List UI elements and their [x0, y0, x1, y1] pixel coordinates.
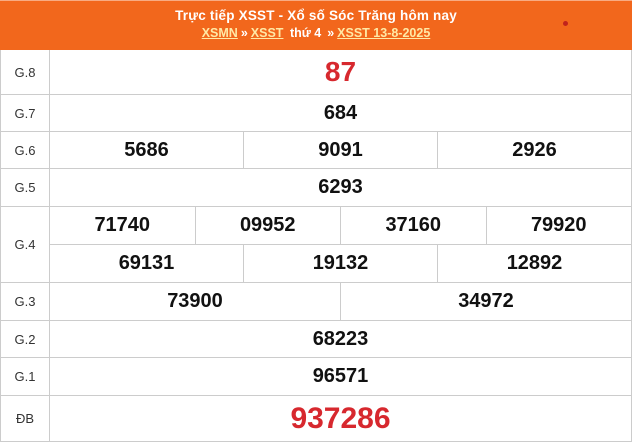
prize-number: 19132	[243, 245, 437, 282]
prize-cell-row: 69131 19132 12892	[50, 244, 631, 282]
prize-row: G.5 6293	[1, 169, 631, 207]
prize-cell-row: 684	[50, 95, 631, 131]
prize-number: 684	[323, 101, 358, 124]
prize-row: G.6 5686 9091 2926	[1, 132, 631, 169]
prize-number: 12892	[437, 245, 631, 282]
prize-cell-row: 937286	[50, 396, 631, 441]
prize-label: G.1	[1, 358, 50, 395]
prize-cell-row: 73900 34972	[50, 283, 631, 320]
prize-number: 73900	[167, 290, 223, 312]
prize-row: G.7 684	[1, 95, 631, 132]
prize-cells: 71740 09952 37160 79920 69131 19132 12892	[50, 207, 631, 282]
breadcrumb-link-xsmn[interactable]: XSMN	[201, 26, 238, 40]
prize-number: 09952	[194, 207, 341, 244]
prize-cell-row: 87	[50, 50, 631, 94]
prize-number: 79920	[485, 207, 632, 244]
prize-label: G.4	[1, 207, 50, 282]
prize-number: 96571	[312, 365, 369, 387]
breadcrumb: XSMN» XSST thứ 4» XSST 13-8-2025	[0, 26, 632, 40]
prize-row: ĐB 937286	[1, 396, 631, 442]
prize-cell-row: 71740 09952 37160 79920	[50, 207, 631, 244]
prize-cells: 68223	[50, 321, 631, 357]
prize-table: G.8 87 G.7 684 G.6 5686 9091 2926 G.5 6293 G.4 7174…	[0, 50, 632, 442]
prize-label: G.3	[1, 283, 50, 320]
prize-label: G.7	[1, 95, 50, 131]
prize-number: 5686	[124, 138, 169, 161]
prize-number: 6293	[318, 176, 363, 198]
prize-row: G.2 68223	[1, 321, 631, 358]
breadcrumb-link-draw-date[interactable]: XSST 13-8-2025	[337, 26, 431, 40]
prize-number: 34972	[340, 283, 631, 320]
prize-cell-row: 68223	[50, 321, 631, 357]
prize-number: 71740	[94, 214, 151, 236]
prize-label: G.2	[1, 321, 50, 357]
prize-cells: 6293	[50, 169, 631, 206]
page-title: Trực tiếp XSST - Xổ số Sóc Trăng hôm nay	[175, 8, 457, 23]
prize-cells: 5686 9091 2926	[50, 132, 631, 168]
prize-number: 937286	[290, 401, 391, 435]
prize-number: 9091	[243, 132, 437, 168]
prize-label: ĐB	[1, 396, 50, 441]
prize-row: G.1 96571	[1, 358, 631, 396]
prize-cells: 96571	[50, 358, 631, 395]
prize-number: 37160	[340, 207, 486, 244]
prize-number: 87	[324, 56, 357, 87]
prize-cells: 684	[50, 95, 631, 131]
prize-cell-row: 6293	[50, 169, 631, 206]
prize-row: G.3 73900 34972	[1, 283, 631, 321]
breadcrumb-separator: »	[327, 26, 335, 40]
prize-number: 2926	[437, 132, 631, 168]
prize-number: 69131	[118, 252, 175, 274]
live-dot-icon	[563, 21, 568, 26]
prize-cells: 937286	[50, 396, 631, 441]
breadcrumb-link-xsst[interactable]: XSST	[250, 26, 284, 40]
prize-number: 68223	[312, 327, 369, 350]
breadcrumb-weekday: thứ 4	[289, 26, 322, 40]
prize-cell-row: 5686 9091 2926	[50, 132, 631, 168]
prize-label: G.8	[1, 50, 50, 94]
prize-cells: 73900 34972	[50, 283, 631, 320]
page-header: Trực tiếp XSST - Xổ số Sóc Trăng hôm nay…	[0, 0, 632, 50]
prize-label: G.6	[1, 132, 50, 168]
prize-cells: 87	[50, 50, 631, 94]
prize-cell-row: 96571	[50, 358, 631, 395]
prize-row: G.4 71740 09952 37160 79920 69131 19132 12892	[1, 207, 631, 283]
prize-row: G.8 87	[1, 50, 631, 95]
breadcrumb-separator: »	[240, 26, 248, 40]
prize-label: G.5	[1, 169, 50, 206]
